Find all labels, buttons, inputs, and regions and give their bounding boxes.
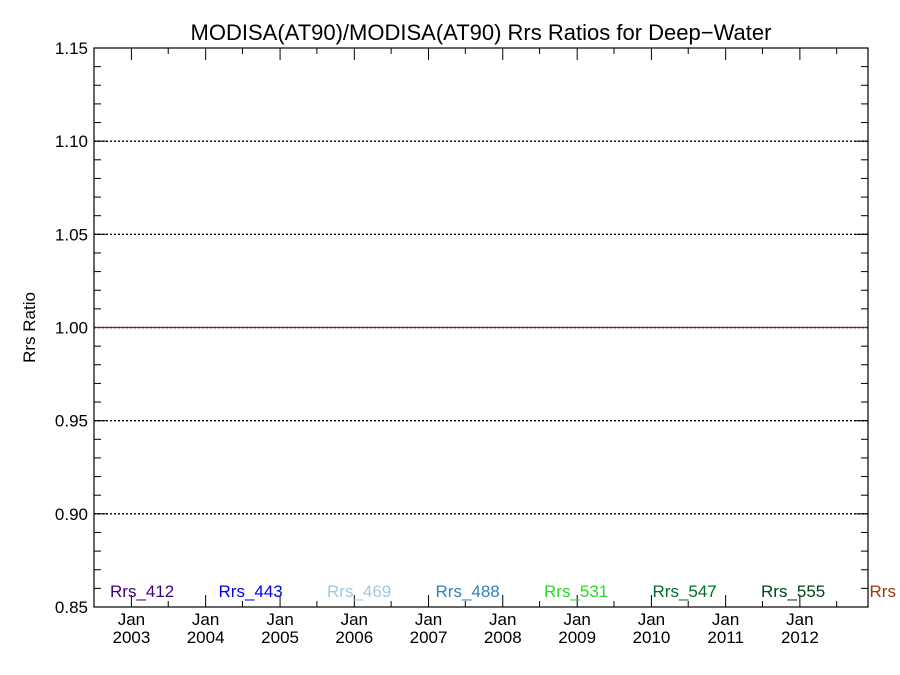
x-tick-year-label: 2010 bbox=[633, 628, 671, 647]
x-tick-month-label: Jan bbox=[786, 610, 813, 629]
x-tick-month-label: Jan bbox=[563, 610, 590, 629]
chart-title: MODISA(AT90)/MODISA(AT90) Rrs Ratios for… bbox=[191, 20, 772, 45]
x-tick-month-label: Jan bbox=[489, 610, 516, 629]
x-tick-year-label: 2009 bbox=[558, 628, 596, 647]
legend-label: Rrs_531 bbox=[544, 582, 608, 601]
x-tick-month-label: Jan bbox=[712, 610, 739, 629]
y-tick-label: 0.90 bbox=[55, 505, 88, 524]
y-tick-label: 1.05 bbox=[55, 225, 88, 244]
x-tick-month-label: Jan bbox=[638, 610, 665, 629]
x-tick-month-label: Jan bbox=[192, 610, 219, 629]
y-tick-label: 1.15 bbox=[55, 39, 88, 58]
legend-label: Rrs bbox=[870, 582, 896, 601]
x-tick-year-label: 2007 bbox=[410, 628, 448, 647]
x-tick-year-label: 2005 bbox=[261, 628, 299, 647]
x-tick-month-label: Jan bbox=[415, 610, 442, 629]
x-tick-year-label: 2003 bbox=[113, 628, 151, 647]
legend-label: Rrs_443 bbox=[219, 582, 283, 601]
legend-label: Rrs_488 bbox=[436, 582, 500, 601]
y-tick-label: 1.00 bbox=[55, 319, 88, 338]
x-tick-year-label: 2008 bbox=[484, 628, 522, 647]
legend-label: Rrs_412 bbox=[110, 582, 174, 601]
y-tick-label: 0.95 bbox=[55, 412, 88, 431]
y-tick-label: 1.10 bbox=[55, 132, 88, 151]
x-tick-month-label: Jan bbox=[266, 610, 293, 629]
y-tick-label: 0.85 bbox=[55, 598, 88, 617]
x-tick-year-label: 2011 bbox=[707, 628, 744, 647]
legend-label: Rrs_547 bbox=[653, 582, 717, 601]
plot-frame bbox=[93, 47, 869, 608]
x-tick-year-label: 2012 bbox=[781, 628, 819, 647]
x-tick-year-label: 2006 bbox=[335, 628, 373, 647]
legend-label: Rrs_555 bbox=[761, 582, 825, 601]
x-tick-year-label: 2004 bbox=[187, 628, 225, 647]
y-axis-label: Rrs Ratio bbox=[20, 292, 39, 363]
legend-label: Rrs_469 bbox=[327, 582, 391, 601]
x-tick-month-label: Jan bbox=[118, 610, 145, 629]
x-tick-month-label: Jan bbox=[341, 610, 368, 629]
